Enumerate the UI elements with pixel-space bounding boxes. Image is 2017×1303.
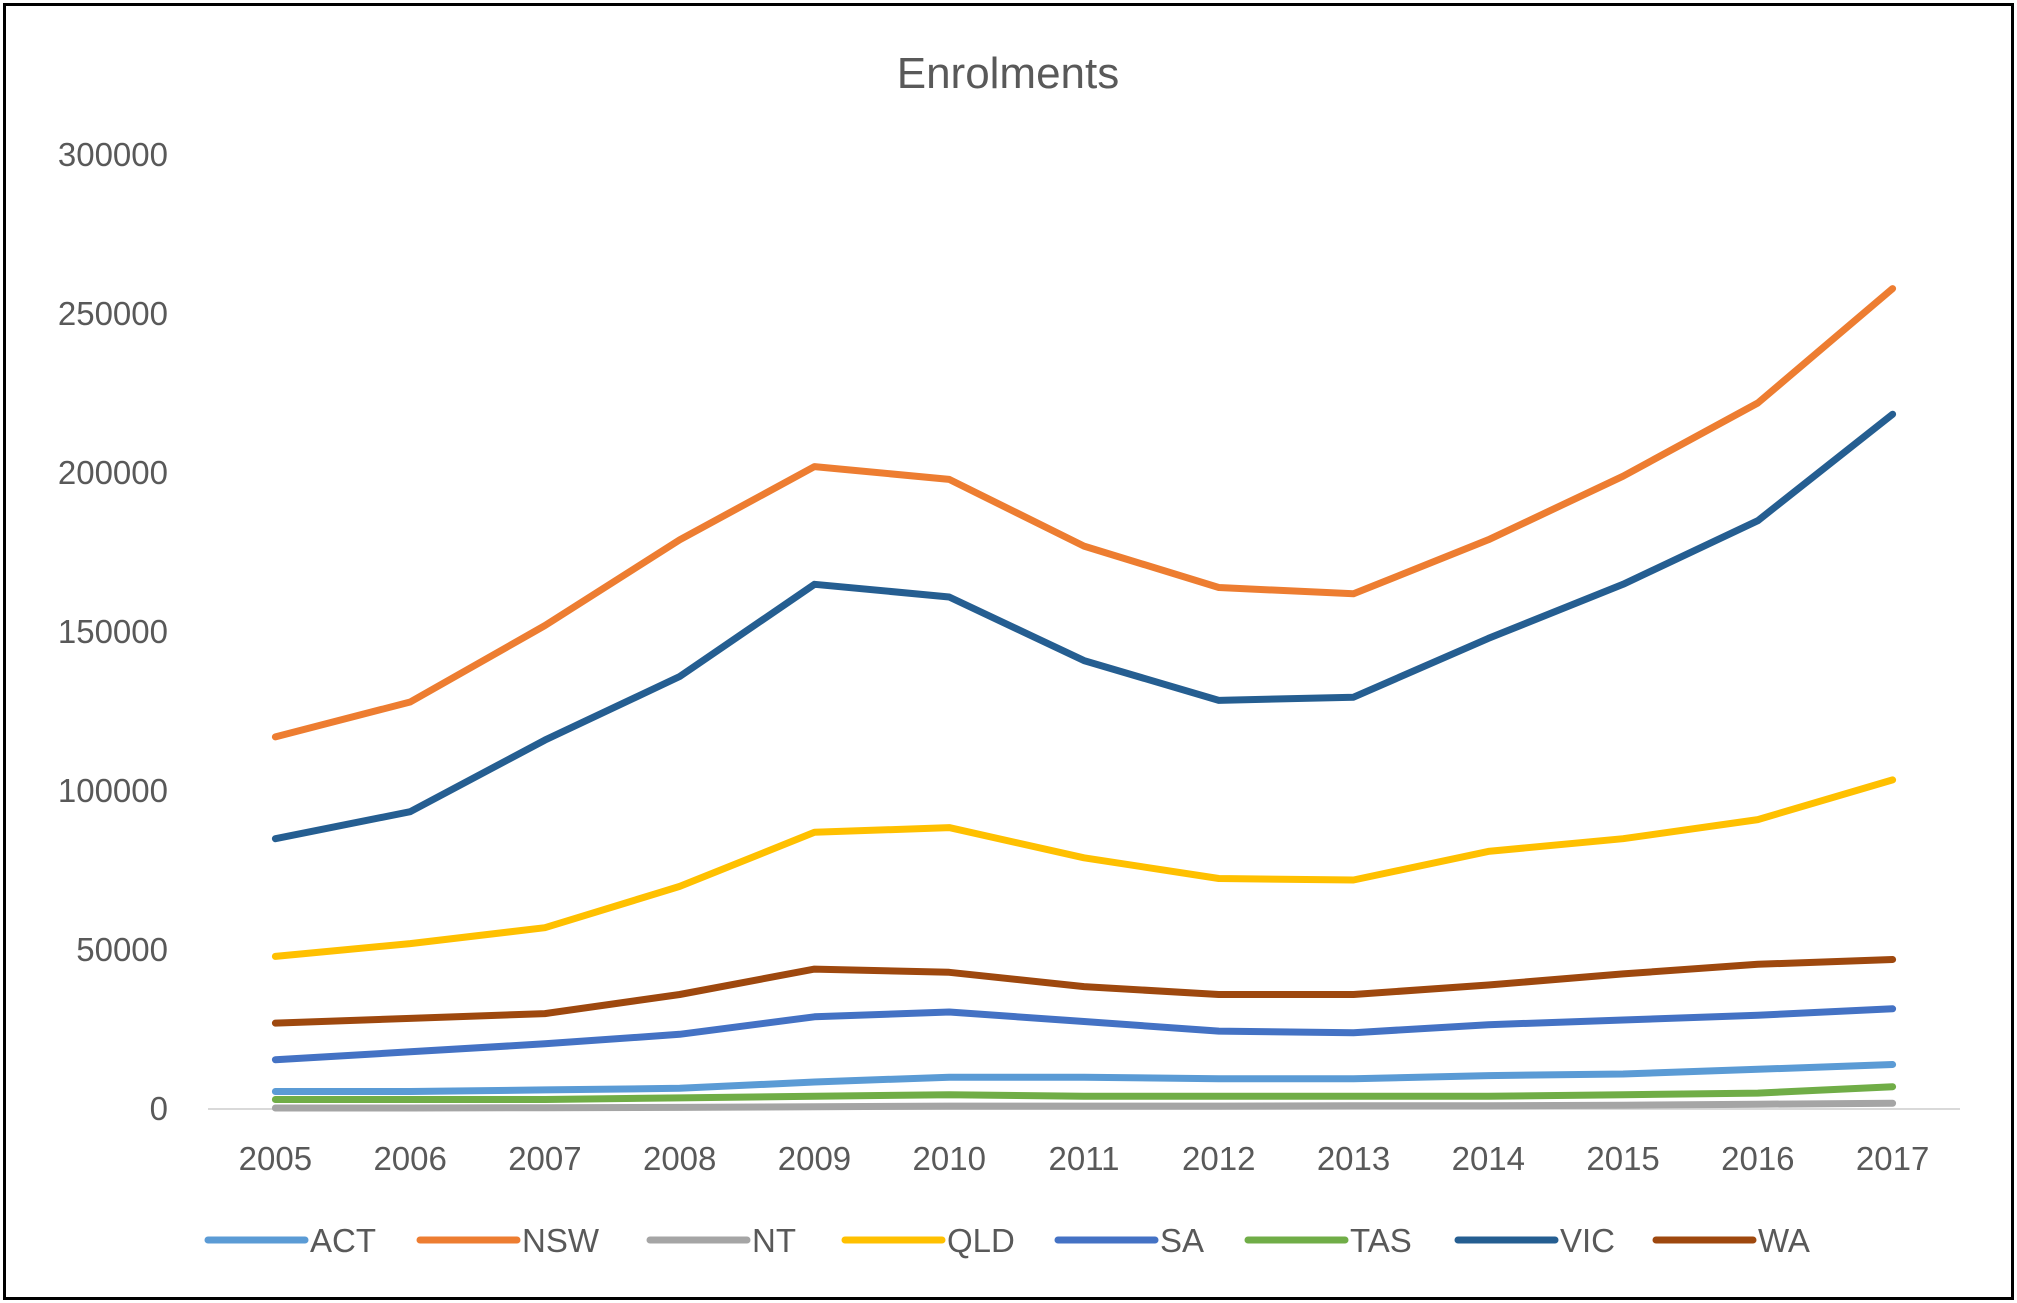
- legend-label: WA: [1758, 1222, 1810, 1259]
- series-line-sa: [271, 1005, 1897, 1064]
- legend-label: QLD: [947, 1222, 1015, 1259]
- x-axis: 2005 2006 2007 2008 2009 2010 2011 2012 2013 2014…: [208, 1108, 1960, 1177]
- y-tick-label: 300000: [58, 136, 168, 173]
- series-line-act: [271, 1061, 1897, 1095]
- x-tick-label: 2005: [239, 1140, 312, 1177]
- x-tick-label: 2016: [1721, 1140, 1794, 1177]
- y-tick-label: 250000: [58, 295, 168, 332]
- y-tick-label: 0: [150, 1090, 168, 1127]
- x-tick-label: 2011: [1049, 1140, 1120, 1177]
- series-line-nsw: [271, 285, 1897, 741]
- x-tick-label: 2015: [1586, 1140, 1659, 1177]
- x-tick-label: 2017: [1856, 1140, 1929, 1177]
- legend-label: ACT: [310, 1222, 376, 1259]
- x-tick-label: 2006: [373, 1140, 446, 1177]
- y-tick-label: 100000: [58, 772, 168, 809]
- series-line-tas: [271, 1083, 1897, 1103]
- y-axis: 0 50000 100000 150000 200000 250000 300000: [58, 136, 168, 1127]
- series-line-wa: [271, 956, 1897, 1027]
- x-tick-label: 2013: [1317, 1140, 1390, 1177]
- legend-label: TAS: [1350, 1222, 1412, 1259]
- legend-label: NT: [752, 1222, 796, 1259]
- x-tick-label: 2007: [508, 1140, 581, 1177]
- x-tick-label: 2008: [643, 1140, 716, 1177]
- x-tick-label: 2010: [913, 1140, 986, 1177]
- legend: ACT NSW NT QLD SA TAS VIC WA: [204, 1222, 1810, 1259]
- y-tick-label: 150000: [58, 613, 168, 650]
- x-tick-label: 2009: [778, 1140, 851, 1177]
- series-line-nt: [271, 1099, 1897, 1112]
- x-tick-label: 2014: [1452, 1140, 1525, 1177]
- legend-label: SA: [1160, 1222, 1204, 1259]
- series-lines: [271, 285, 1897, 1112]
- series-line-vic: [271, 410, 1897, 843]
- y-tick-label: 200000: [58, 454, 168, 491]
- legend-label: VIC: [1560, 1222, 1615, 1259]
- chart-frame: [3, 3, 2014, 1300]
- legend-label: NSW: [522, 1222, 600, 1259]
- y-tick-label: 50000: [76, 931, 168, 968]
- x-tick-label: 2012: [1182, 1140, 1255, 1177]
- chart-title: Enrolments: [897, 49, 1120, 98]
- series-line-qld: [271, 776, 1897, 960]
